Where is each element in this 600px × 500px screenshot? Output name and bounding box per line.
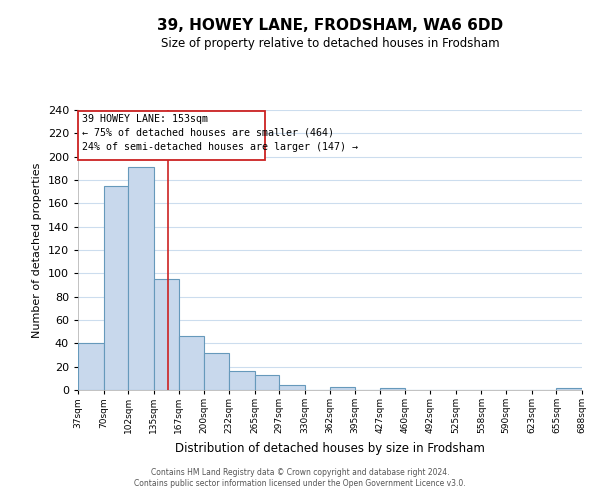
Bar (229, 372, 254, 390)
Bar (104, 186, 128, 390)
Bar (254, 375, 279, 390)
Bar (78, 111, 265, 160)
X-axis label: Distribution of detached houses by size in Frodsham: Distribution of detached houses by size … (175, 442, 485, 454)
Bar (204, 352, 229, 390)
Bar (329, 386, 355, 390)
Bar (78, 344, 104, 390)
Bar (128, 167, 154, 390)
Y-axis label: Number of detached properties: Number of detached properties (32, 162, 42, 338)
Text: Size of property relative to detached houses in Frodsham: Size of property relative to detached ho… (161, 38, 499, 51)
Text: Contains HM Land Registry data © Crown copyright and database right 2024.
Contai: Contains HM Land Registry data © Crown c… (134, 468, 466, 487)
Text: 39, HOWEY LANE, FRODSHAM, WA6 6DD: 39, HOWEY LANE, FRODSHAM, WA6 6DD (157, 18, 503, 32)
Bar (380, 388, 406, 390)
Bar (179, 336, 204, 390)
Bar (154, 279, 179, 390)
Bar (556, 388, 582, 390)
Text: 39 HOWEY LANE: 153sqm
← 75% of detached houses are smaller (464)
24% of semi-det: 39 HOWEY LANE: 153sqm ← 75% of detached … (82, 114, 358, 152)
Bar (279, 386, 305, 390)
